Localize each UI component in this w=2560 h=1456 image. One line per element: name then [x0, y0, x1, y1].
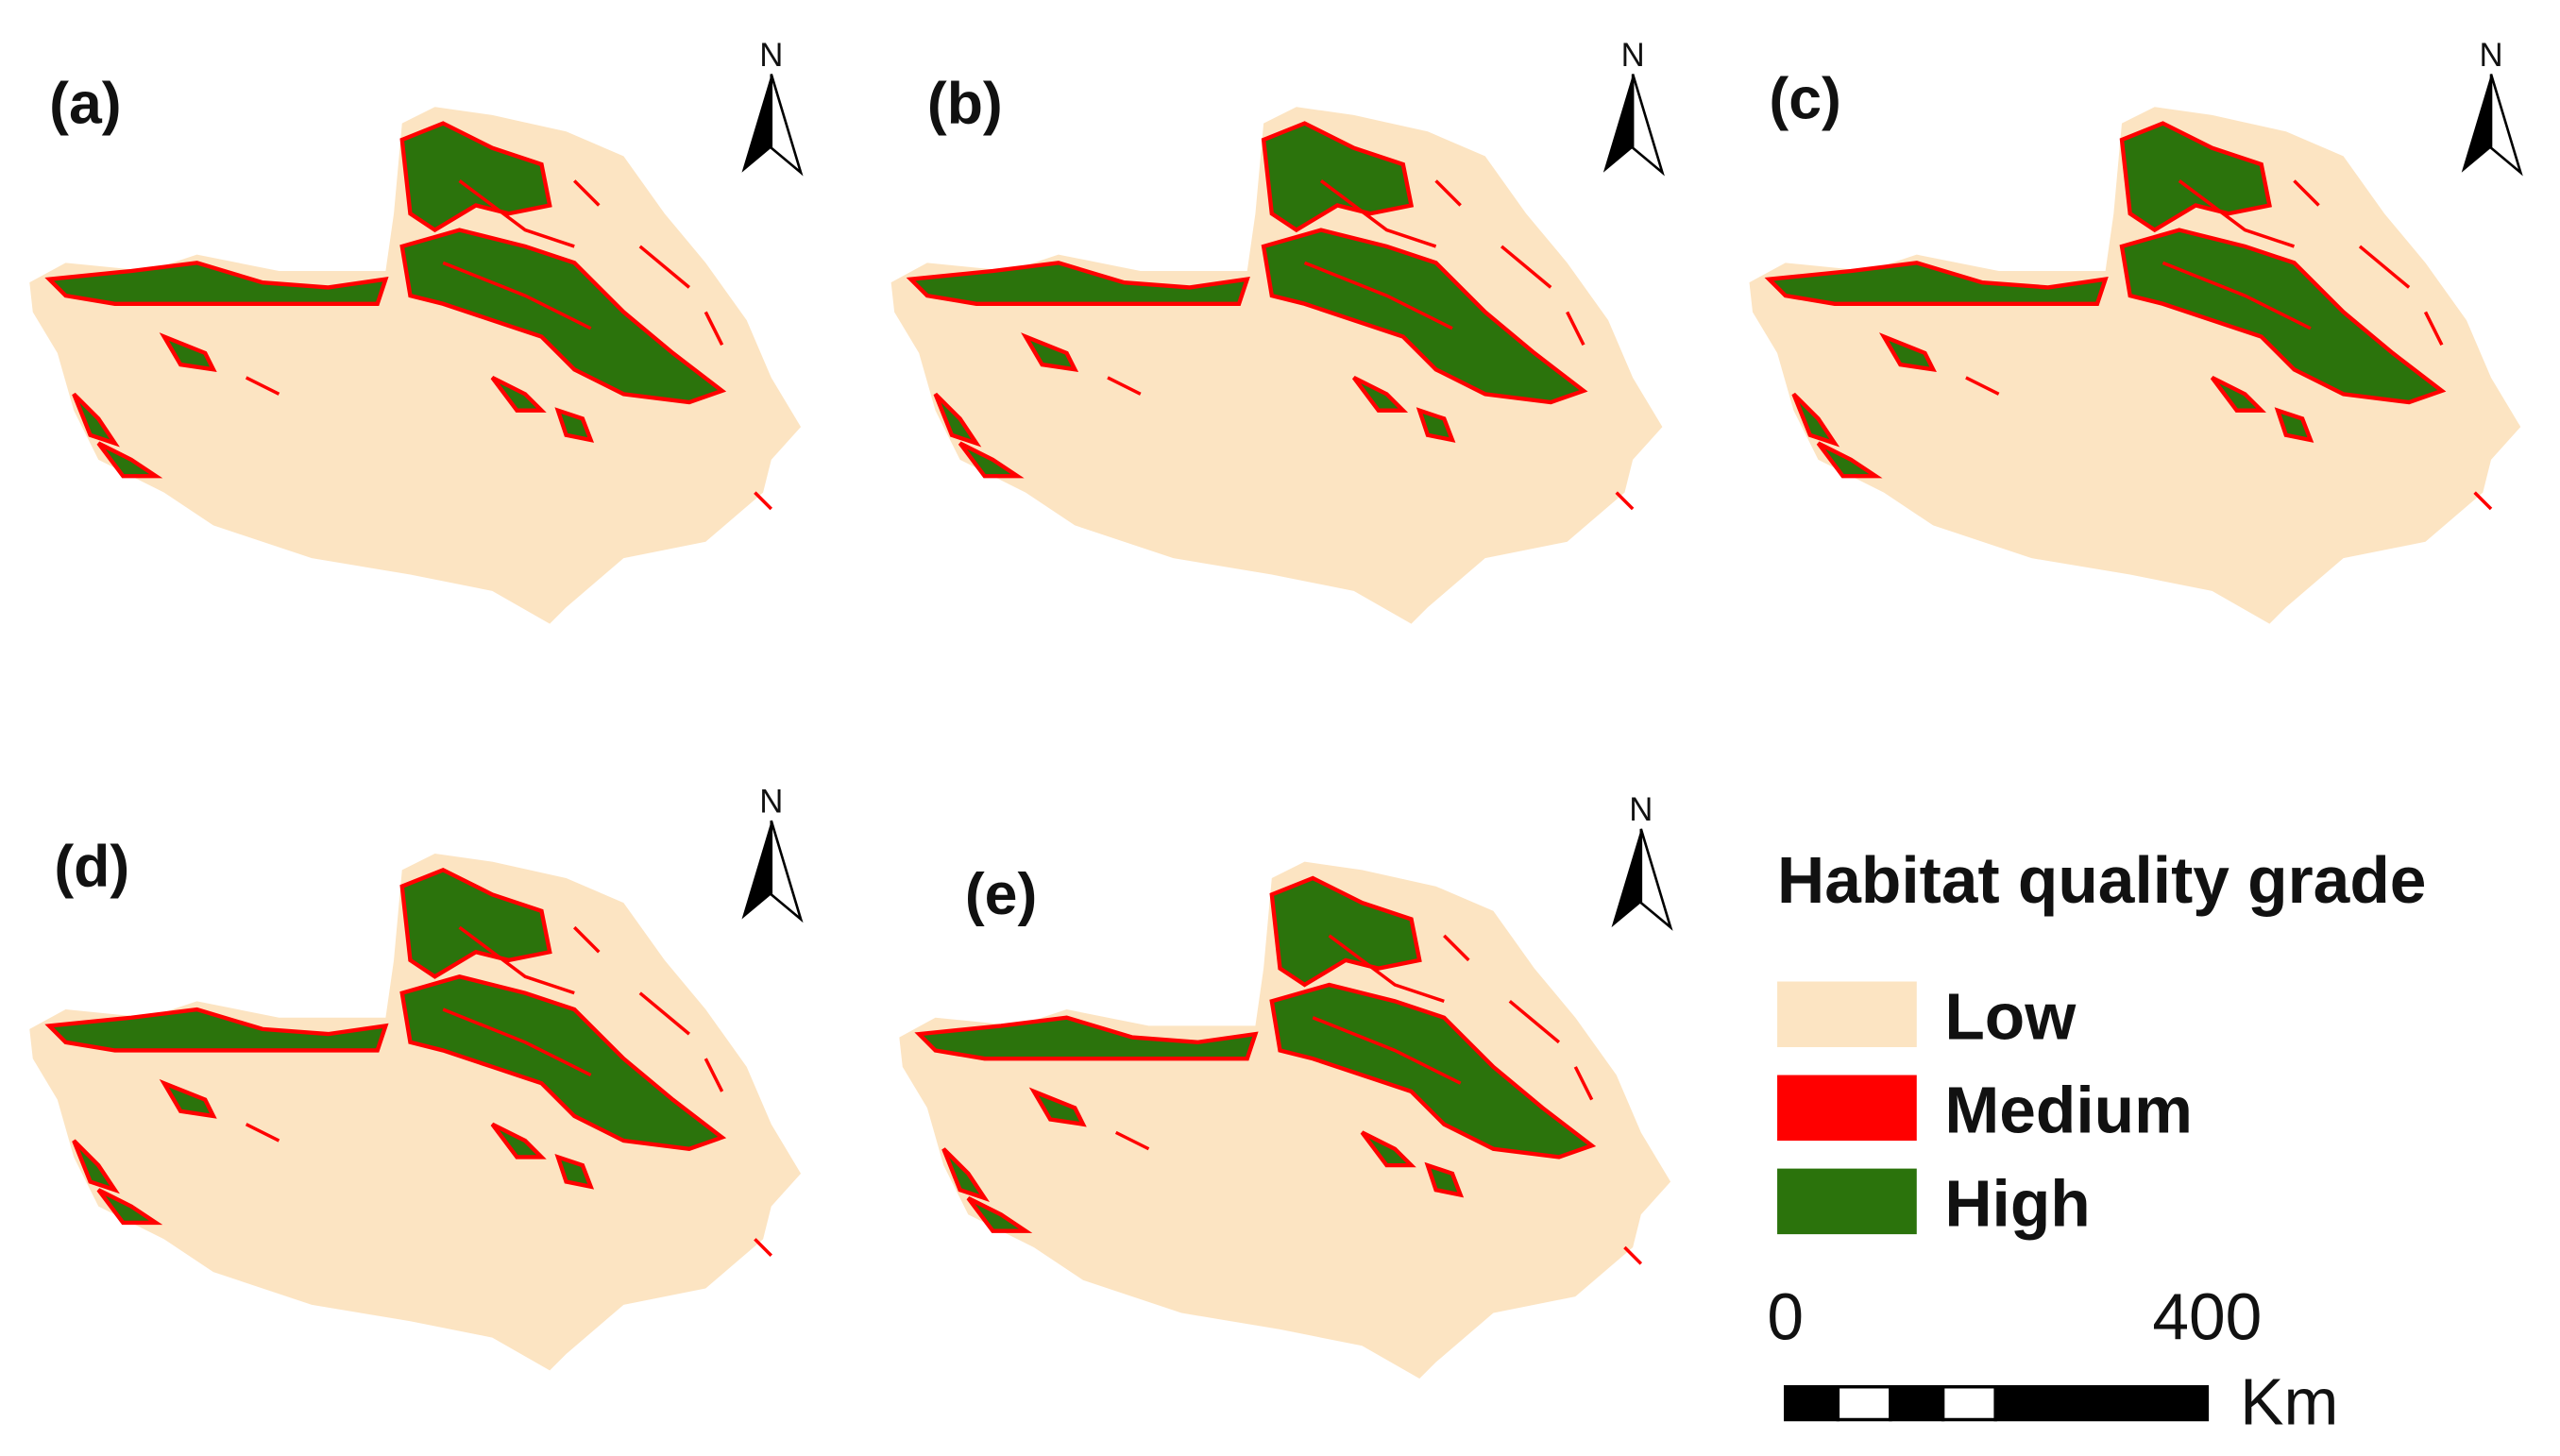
scale-tick: 400 [2152, 1279, 2262, 1353]
map [891, 107, 1663, 623]
legend-swatch [1777, 1075, 1917, 1142]
legend-swatch [1777, 981, 1917, 1048]
north-arrow [740, 819, 803, 921]
legend-title: Habitat quality grade [1777, 843, 2426, 917]
map [29, 854, 801, 1370]
map [899, 862, 1670, 1379]
map-panel: N [891, 38, 1663, 624]
panel-label: (b) [927, 71, 1003, 137]
map [29, 107, 801, 623]
legend-label: Medium [1944, 1073, 2193, 1146]
north-arrow [2460, 73, 2522, 175]
north-label: N [2479, 38, 2502, 74]
north-arrow [740, 73, 803, 175]
north-label: N [1629, 792, 1653, 828]
legend-swatch [1777, 1168, 1917, 1235]
panel-label: (e) [965, 861, 1037, 927]
map-panel: N [1750, 38, 2521, 624]
map-panel: N [29, 38, 801, 624]
north-arrow [1610, 827, 1672, 929]
north-label: N [759, 784, 783, 820]
panel-label: (a) [49, 71, 121, 137]
panels: N (a) N (b) N (c) N (d) N (e) [29, 38, 2520, 1379]
scale-unit: Km [2240, 1365, 2338, 1439]
north-arrow [1602, 73, 1664, 175]
legend: Low Medium High [1777, 979, 2193, 1240]
panel-label: (c) [1769, 65, 1840, 131]
legend-label: Low [1944, 979, 2077, 1053]
panel-label: (d) [54, 834, 129, 900]
scale-bar [1784, 1384, 2210, 1422]
map-panel: N [29, 784, 801, 1370]
north-label: N [759, 38, 783, 74]
map-panel: N [899, 792, 1670, 1379]
north-label: N [1621, 38, 1645, 74]
legend-label: High [1944, 1166, 2090, 1240]
map [1750, 107, 2521, 623]
scale-tick: 0 [1767, 1279, 1804, 1353]
